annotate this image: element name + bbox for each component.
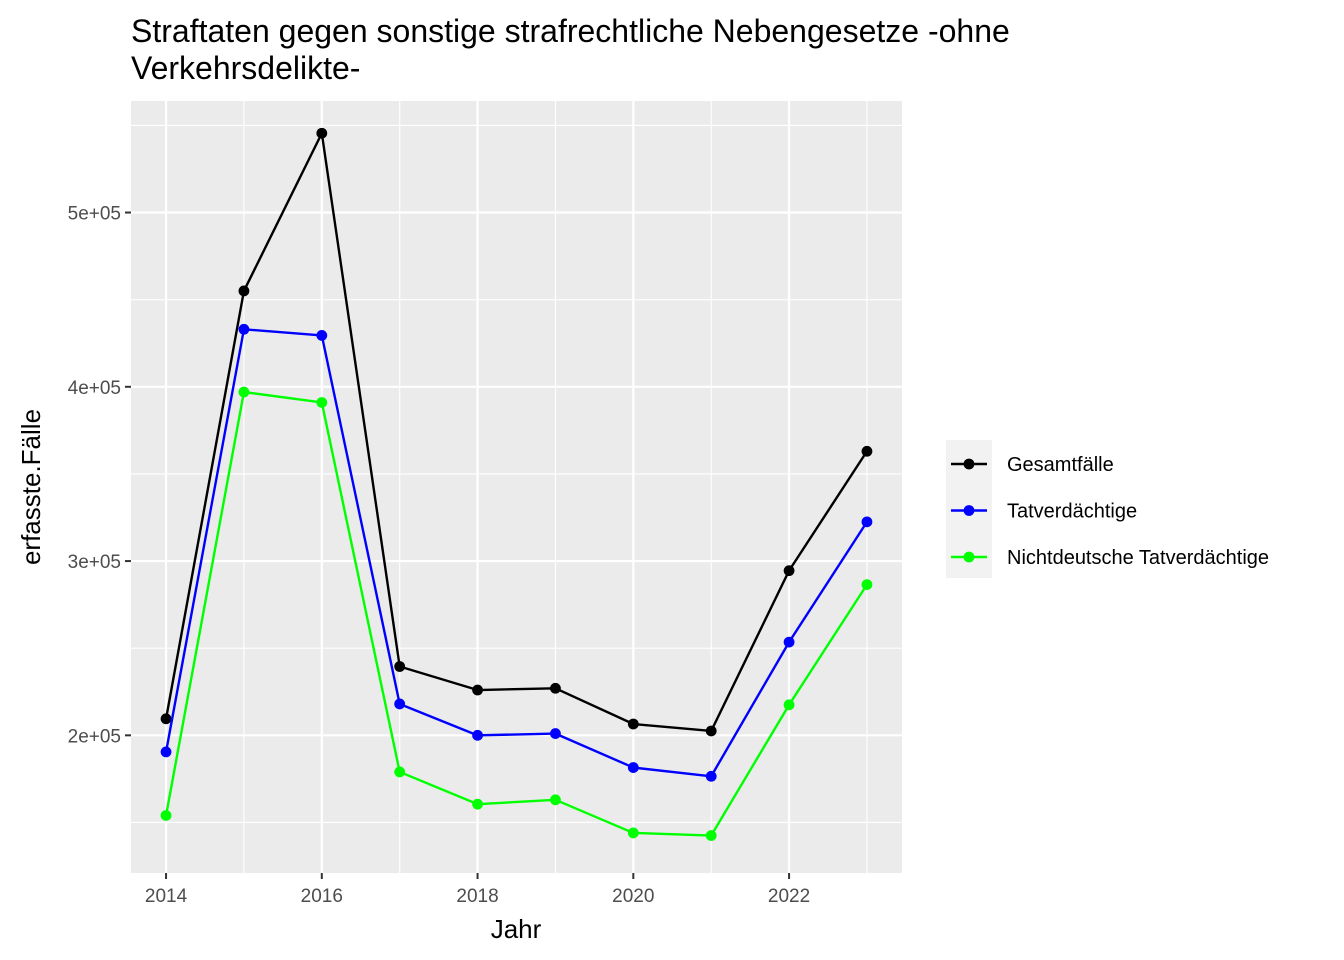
y-tick-label: 3e+05: [68, 552, 121, 573]
legend-label: Tatverdächtige: [1007, 501, 1137, 523]
series-2: [160, 386, 873, 841]
x-tick-label: 2018: [456, 886, 498, 907]
y-tick-label: 2e+05: [68, 726, 121, 747]
data-point: [627, 762, 639, 773]
data-point: [238, 323, 250, 335]
legend: Gesamtfälle Tatverdächtige Nichtdeutsche T…: [946, 440, 1269, 578]
data-point: [861, 579, 873, 590]
legend-label: Gesamtfälle: [1007, 454, 1114, 476]
y-tick-label: 4e+05: [68, 378, 121, 399]
data-point: [705, 725, 717, 737]
data-point: [783, 699, 795, 711]
x-axis: 2014 2016 2018 2020 2022: [145, 873, 810, 907]
data-point: [238, 285, 250, 297]
data-point: [394, 698, 406, 710]
data-point: [861, 516, 873, 528]
chart-title-line-2: Verkehrsdelikte-: [131, 50, 360, 86]
legend-label: Nichtdeutsche Tatverdächtige: [1007, 547, 1269, 569]
data-point: [627, 718, 639, 730]
series-line: [164, 390, 868, 837]
chart-title: Straftaten gegen sonstige strafrechtlich…: [131, 13, 1010, 86]
legend-item-1: Tatverdächtige: [951, 501, 1137, 523]
series-0: [160, 127, 873, 737]
series-1: [160, 323, 873, 782]
data-point: [238, 386, 250, 398]
x-tick-label: 2022: [768, 886, 810, 907]
data-point: [550, 794, 561, 806]
legend-key-point: [963, 458, 975, 470]
grid-major: [131, 101, 902, 873]
legend-item-2: Nichtdeutsche Tatverdächtige: [951, 547, 1269, 569]
data-point: [861, 445, 873, 457]
data-point: [783, 636, 795, 648]
series-line: [164, 132, 868, 733]
grid-minor: [131, 101, 902, 873]
data-point: [160, 810, 172, 821]
data-point: [316, 127, 328, 139]
data-point: [783, 565, 795, 577]
data-point: [394, 661, 406, 672]
data-point: [472, 729, 483, 741]
data-point: [627, 827, 639, 839]
data-point: [160, 713, 172, 725]
data-point: [550, 728, 561, 739]
data-point: [550, 682, 561, 694]
y-tick-label: 5e+05: [68, 204, 121, 225]
data-point: [705, 770, 717, 782]
data-point: [160, 746, 172, 758]
legend-key-point: [963, 551, 975, 563]
data-point: [705, 830, 717, 841]
legend-key-point: [963, 505, 975, 516]
y-axis-title: erfasste.Fälle: [16, 409, 46, 565]
data-point: [472, 684, 483, 696]
data-point: [316, 329, 328, 341]
data-point: [394, 766, 406, 778]
x-tick-label: 2014: [145, 886, 188, 907]
data-point: [316, 397, 328, 408]
x-tick-label: 2020: [612, 886, 654, 907]
data-point: [472, 798, 483, 810]
plot-panel: [131, 101, 902, 873]
y-axis: 2e+05 3e+05 4e+05 5e+05: [68, 204, 131, 747]
series-line: [164, 328, 868, 778]
x-tick-label: 2016: [301, 886, 343, 907]
legend-item-0: Gesamtfälle: [951, 454, 1114, 476]
series-layer: [160, 127, 873, 841]
x-axis-title: Jahr: [491, 914, 542, 944]
chart-title-line-1: Straftaten gegen sonstige strafrechtlich…: [131, 13, 1010, 49]
